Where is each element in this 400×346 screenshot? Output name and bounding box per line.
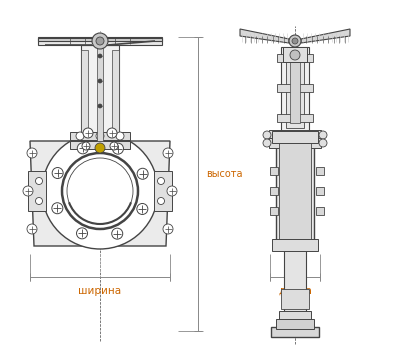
Circle shape bbox=[137, 168, 148, 179]
Circle shape bbox=[263, 139, 271, 147]
Circle shape bbox=[290, 50, 300, 60]
Bar bbox=[112, 50, 119, 136]
Circle shape bbox=[116, 132, 124, 140]
Circle shape bbox=[42, 133, 158, 249]
Bar bbox=[279, 311, 311, 329]
Circle shape bbox=[83, 128, 93, 138]
Circle shape bbox=[112, 228, 123, 239]
Bar bbox=[269, 138, 321, 148]
Circle shape bbox=[95, 143, 105, 153]
Bar bbox=[281, 289, 309, 309]
Circle shape bbox=[137, 203, 148, 215]
Bar bbox=[273, 138, 317, 145]
Bar bbox=[75, 141, 125, 148]
Text: высота: высота bbox=[206, 169, 242, 179]
Bar bbox=[290, 62, 300, 123]
Bar bbox=[81, 50, 88, 136]
Bar bbox=[270, 207, 278, 215]
Bar bbox=[286, 57, 304, 128]
Circle shape bbox=[76, 228, 88, 239]
Polygon shape bbox=[301, 29, 350, 43]
Bar bbox=[284, 249, 306, 329]
Bar bbox=[28, 171, 46, 211]
Bar bbox=[283, 47, 307, 62]
Bar bbox=[277, 114, 313, 122]
Bar bbox=[272, 239, 318, 251]
Circle shape bbox=[112, 143, 124, 154]
Circle shape bbox=[77, 143, 88, 154]
Polygon shape bbox=[30, 141, 170, 246]
Circle shape bbox=[98, 79, 102, 83]
Bar bbox=[277, 54, 313, 62]
Circle shape bbox=[27, 224, 37, 234]
Circle shape bbox=[167, 186, 177, 196]
Circle shape bbox=[98, 54, 102, 58]
Text: длина: длина bbox=[278, 286, 312, 296]
Circle shape bbox=[36, 177, 42, 184]
Circle shape bbox=[96, 37, 104, 45]
Circle shape bbox=[82, 142, 90, 150]
Circle shape bbox=[96, 132, 104, 140]
Bar bbox=[38, 38, 162, 41]
Circle shape bbox=[263, 131, 271, 139]
Bar bbox=[270, 187, 278, 195]
Circle shape bbox=[319, 139, 327, 147]
Circle shape bbox=[76, 132, 84, 140]
Bar bbox=[316, 167, 324, 175]
Circle shape bbox=[52, 167, 63, 179]
Bar bbox=[277, 84, 313, 92]
Circle shape bbox=[319, 131, 327, 139]
Circle shape bbox=[98, 104, 102, 108]
Circle shape bbox=[163, 148, 173, 158]
Bar bbox=[70, 141, 130, 149]
Bar bbox=[271, 327, 319, 337]
Bar bbox=[276, 319, 314, 329]
Bar bbox=[276, 133, 314, 249]
Bar bbox=[281, 47, 309, 138]
Bar bbox=[316, 207, 324, 215]
Circle shape bbox=[52, 203, 63, 214]
Bar bbox=[272, 131, 318, 143]
Circle shape bbox=[163, 224, 173, 234]
Text: ширина: ширина bbox=[78, 286, 122, 296]
Bar bbox=[70, 132, 130, 140]
Circle shape bbox=[289, 35, 301, 47]
Circle shape bbox=[36, 198, 42, 204]
Circle shape bbox=[107, 128, 117, 138]
Bar bbox=[269, 130, 321, 140]
Circle shape bbox=[158, 198, 164, 204]
Bar bbox=[97, 45, 103, 141]
Circle shape bbox=[27, 148, 37, 158]
Circle shape bbox=[62, 153, 138, 229]
Circle shape bbox=[292, 38, 298, 44]
Circle shape bbox=[110, 142, 118, 150]
Bar bbox=[81, 45, 119, 141]
Bar bbox=[270, 167, 278, 175]
Circle shape bbox=[92, 33, 108, 49]
Circle shape bbox=[158, 177, 164, 184]
Bar bbox=[279, 137, 311, 245]
Bar bbox=[316, 187, 324, 195]
Bar bbox=[38, 37, 162, 45]
Bar bbox=[154, 171, 172, 211]
Circle shape bbox=[23, 186, 33, 196]
Polygon shape bbox=[240, 29, 289, 43]
